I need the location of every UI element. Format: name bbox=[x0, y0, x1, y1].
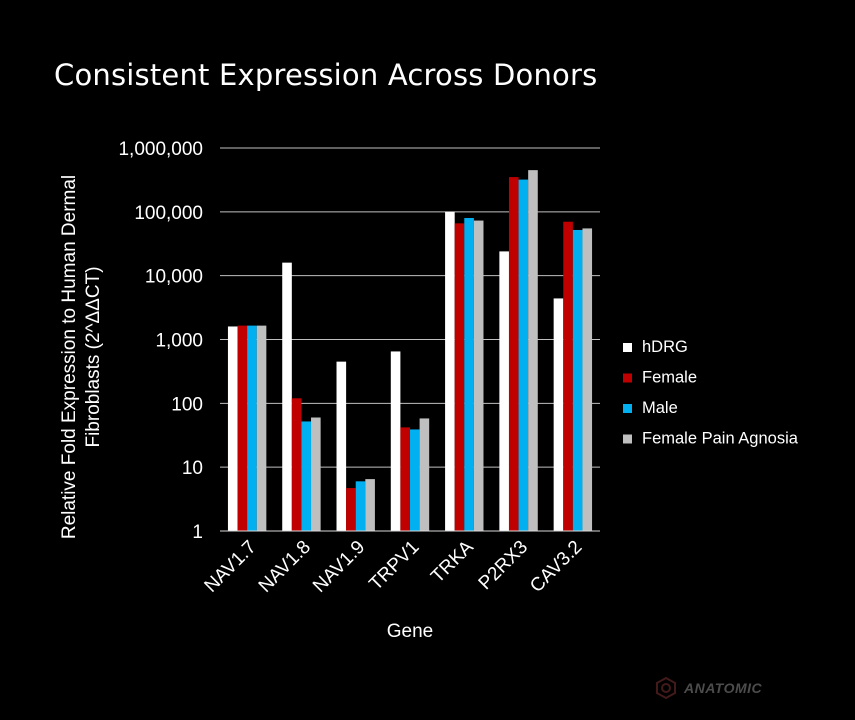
bar-nav17-male bbox=[247, 325, 257, 531]
legend-label: Male bbox=[642, 399, 678, 417]
bar-trka-female bbox=[454, 223, 465, 531]
x-tick-label: TRKA bbox=[427, 536, 478, 587]
bar-nav18-female bbox=[291, 398, 302, 531]
bar-nav19-male bbox=[355, 481, 366, 531]
bar-nav18-hdrg bbox=[282, 262, 292, 531]
legend-swatch bbox=[623, 434, 632, 444]
legend-swatch bbox=[623, 404, 632, 413]
bars bbox=[227, 170, 593, 532]
legend: hDRG Female Male Female Pain Agnosia bbox=[623, 338, 799, 448]
legend-label: Female Pain Agnosia bbox=[642, 430, 799, 448]
logo-text: ANATOMIC bbox=[684, 680, 763, 696]
y-tick-label: 1,000,000 bbox=[118, 139, 203, 160]
legend-swatch bbox=[623, 343, 632, 352]
y-tick-label: 1,000 bbox=[155, 331, 203, 352]
y-tick-label: 100 bbox=[171, 394, 203, 415]
y-axis-label-line2: Fibroblasts (2^ΔΔCT) bbox=[83, 266, 104, 447]
x-tick-label: CAV3.2 bbox=[526, 537, 586, 597]
y-tick-label: 100,000 bbox=[134, 203, 203, 224]
bar-p2rx3-female bbox=[508, 177, 519, 532]
bar-trka-hdrg bbox=[445, 211, 455, 532]
x-tick-label: NAV1.7 bbox=[201, 537, 261, 597]
y-axis-label-line1: Relative Fold Expression to Human Dermal bbox=[59, 175, 80, 539]
chart-title: Consistent Expression Across Donors bbox=[54, 58, 598, 92]
bar-trpv1-female-pain-agnosia bbox=[419, 418, 430, 531]
bar-nav19-female-pain-agnosia bbox=[365, 479, 375, 531]
anatomic-logo: ANATOMIC bbox=[654, 676, 762, 700]
y-axis-ticks: 1 10 100 1,000 10,000 100,000 1,000,000 bbox=[118, 139, 203, 543]
gridlines bbox=[220, 147, 600, 468]
bar-nav17-female-pain-agnosia bbox=[256, 325, 267, 531]
hexagon-logo-icon bbox=[656, 676, 676, 700]
x-axis-label: Gene bbox=[387, 621, 433, 642]
bar-nav18-female-pain-agnosia bbox=[311, 417, 321, 531]
bar-p2rx3-hdrg bbox=[499, 251, 509, 531]
bar-p2rx3-female-pain-agnosia bbox=[528, 170, 538, 531]
legend-swatch bbox=[623, 373, 632, 383]
y-tick-label: 1 bbox=[192, 522, 203, 543]
bar-nav18-male bbox=[301, 421, 312, 531]
bar-cav32-hdrg bbox=[553, 298, 564, 531]
x-tick-label: NAV1.9 bbox=[309, 537, 369, 597]
bar-cav32-female-pain-agnosia bbox=[582, 228, 593, 531]
bar-nav17-female bbox=[237, 325, 248, 531]
bar-trka-male bbox=[464, 218, 474, 532]
x-tick-label: TRPV1 bbox=[365, 537, 423, 595]
bar-cav32-male bbox=[572, 229, 583, 531]
x-tick-label: NAV1.8 bbox=[255, 537, 315, 597]
y-tick-label: 10 bbox=[182, 458, 203, 479]
bar-trka-female-pain-agnosia bbox=[473, 220, 484, 531]
bar-trpv1-male bbox=[410, 429, 420, 531]
bar-nav19-hdrg bbox=[336, 361, 347, 531]
bar-trpv1-hdrg bbox=[390, 351, 401, 531]
bar-p2rx3-male bbox=[518, 179, 529, 531]
bar-trpv1-female bbox=[400, 427, 410, 531]
x-tick-label: P2RX3 bbox=[475, 537, 532, 594]
bar-nav17-hdrg bbox=[227, 326, 238, 531]
legend-label: Female bbox=[642, 369, 697, 387]
bar-nav19-female bbox=[346, 488, 356, 531]
legend-label: hDRG bbox=[642, 338, 688, 356]
y-tick-label: 10,000 bbox=[145, 267, 203, 288]
bar-cav32-female bbox=[563, 221, 573, 531]
